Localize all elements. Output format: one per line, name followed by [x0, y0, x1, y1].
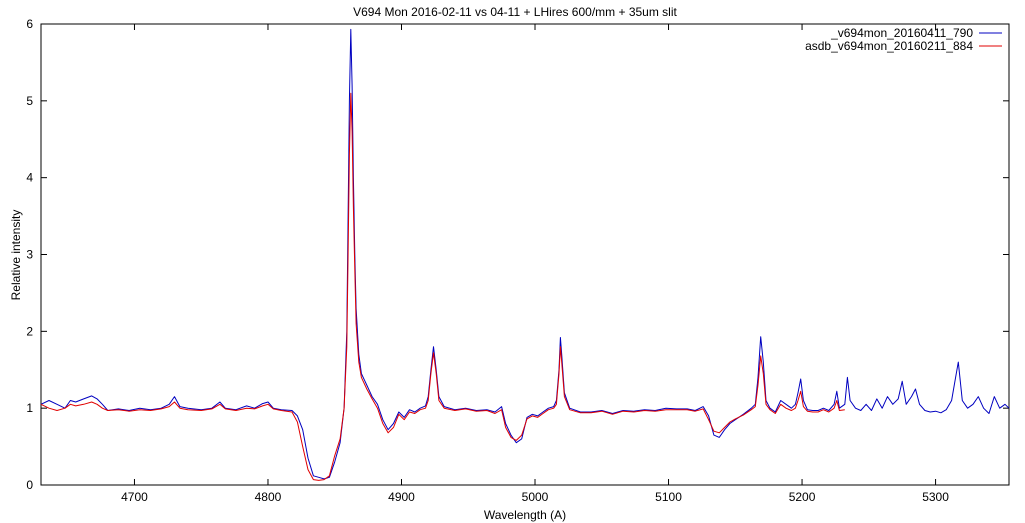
y-tick-label: 1	[26, 401, 33, 415]
x-axis-title: Wavelength (A)	[484, 508, 566, 522]
y-tick-label: 0	[26, 478, 33, 492]
chart-title: V694 Mon 2016-02-11 vs 04-11 + LHires 60…	[353, 5, 677, 19]
y-axis-title: Relative intensity	[9, 210, 23, 301]
axis-ticks	[41, 23, 1009, 486]
x-tick-label: 5200	[789, 490, 816, 504]
x-tick-label: 4800	[255, 490, 282, 504]
y-tick-label: 5	[26, 94, 33, 108]
series-lines	[40, 28, 1010, 481]
y-tick-label: 2	[26, 324, 33, 338]
x-tick-label: 5000	[522, 490, 549, 504]
plot-frame	[40, 23, 1010, 486]
y-tick-label: 3	[26, 248, 33, 262]
x-tick-label: 4900	[388, 490, 415, 504]
legend-label: _v694mon_20160411_790	[830, 26, 973, 40]
legend: _v694mon_20160411_790asdb_v694mon_201602…	[805, 26, 1002, 53]
y-tick-label: 4	[26, 171, 33, 185]
series-line-0	[40, 28, 1010, 480]
x-tick-label: 5300	[922, 490, 949, 504]
x-tick-label: 4700	[121, 490, 148, 504]
x-tick-label: 5100	[655, 490, 682, 504]
tick-labels: 4700 4800 4900 5000 5100 5200 5300 0 1 2 3 4 5 6	[26, 17, 949, 504]
series-line-1	[40, 92, 845, 481]
y-tick-label: 6	[26, 17, 33, 31]
legend-label: asdb_v694mon_20160211_884	[805, 39, 973, 53]
